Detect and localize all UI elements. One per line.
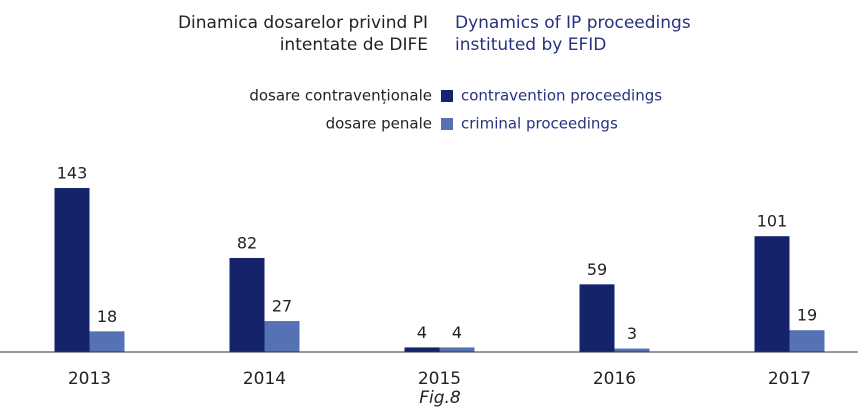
- value-label: 82: [237, 233, 257, 252]
- caption: Fig.8: [419, 388, 461, 408]
- bar: [54, 188, 90, 352]
- x-tick-label: 2015: [418, 369, 461, 389]
- value-label: 19: [797, 306, 817, 325]
- legend-label-ro: dosare penale: [326, 115, 432, 133]
- bar: [789, 330, 825, 352]
- bar: [264, 321, 300, 352]
- bar: [439, 347, 475, 352]
- bar: [579, 284, 615, 352]
- x-tick-label: 2016: [593, 369, 636, 389]
- value-label: 4: [417, 323, 427, 342]
- x-tick-label: 2014: [243, 369, 286, 389]
- value-label: 143: [57, 164, 88, 183]
- legend-swatch: [441, 90, 453, 102]
- title-ro: Dinamica dosarelor privind PI intentate …: [177, 13, 428, 55]
- legend-swatch: [441, 118, 453, 130]
- value-label: 18: [97, 307, 117, 326]
- value-label: 3: [627, 324, 637, 343]
- bar: [404, 347, 440, 352]
- value-label: 4: [452, 323, 462, 342]
- x-tick-label: 2013: [68, 369, 111, 389]
- legend-label-ro: dosare contravenționale: [249, 87, 432, 105]
- bar: [754, 236, 790, 352]
- bar: [614, 348, 650, 352]
- bar: [229, 257, 265, 352]
- title-en: Dynamics of IP proceedings instituted by…: [455, 13, 691, 55]
- value-label: 101: [757, 212, 788, 231]
- bar: [89, 331, 125, 352]
- legend-label-en: criminal proceedings: [461, 115, 618, 133]
- x-tick-label: 2017: [768, 369, 811, 389]
- legend-label-en: contravention proceedings: [461, 87, 662, 105]
- value-label: 59: [587, 260, 607, 279]
- value-label: 27: [272, 297, 292, 316]
